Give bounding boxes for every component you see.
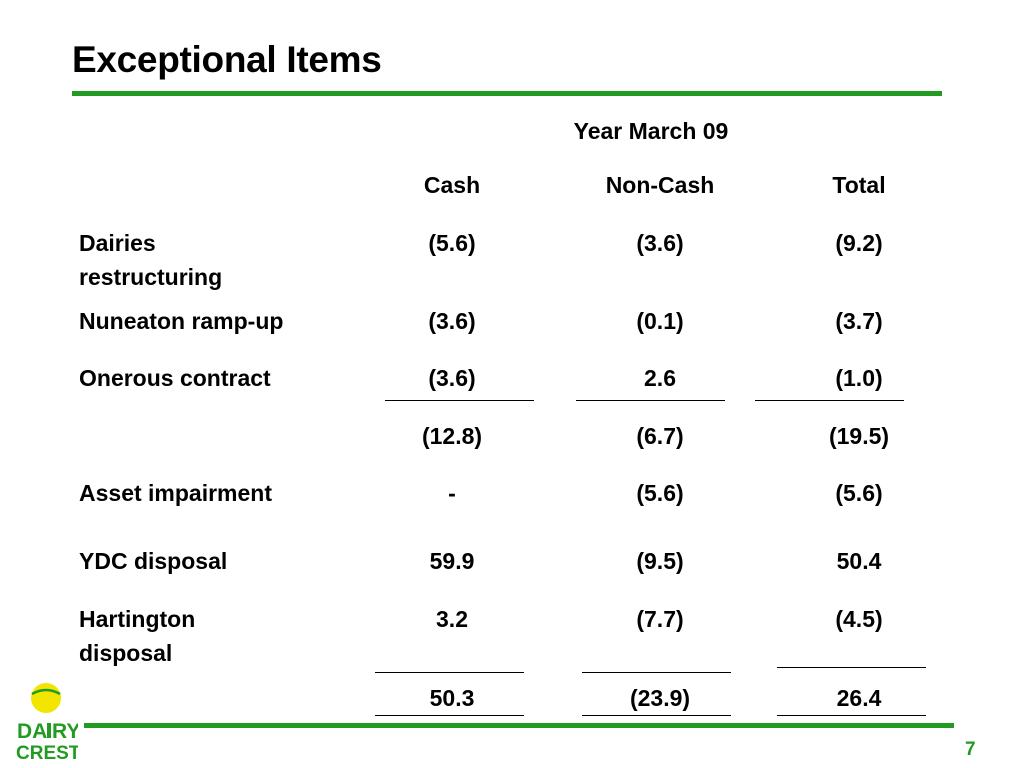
sun-icon — [31, 683, 61, 713]
row-label: YDC disposal — [79, 548, 228, 574]
cash-value: 59.9 — [429, 548, 475, 574]
total-value: (5.6) — [835, 480, 883, 506]
subtotal-cash: (12.8) — [421, 423, 483, 449]
grand-total-noncash: (23.9) — [629, 685, 691, 711]
total-value: (3.7) — [835, 308, 883, 334]
subtotal-underline-cash — [385, 400, 534, 401]
column-header-total: Total — [832, 172, 886, 198]
slide-title: Exceptional Items — [72, 39, 382, 80]
grand-total-underline-cash — [375, 715, 524, 716]
noncash-value: (5.6) — [636, 480, 684, 506]
row-label: Hartington — [79, 606, 196, 632]
cash-value: - — [448, 480, 456, 506]
row-label-continued: restructuring — [79, 264, 223, 290]
total-value: 50.4 — [836, 548, 882, 574]
grand-total-total: 26.4 — [836, 685, 882, 711]
subtotal-underline-noncash — [576, 400, 725, 401]
total-underline-total — [777, 667, 926, 668]
grand-total-cash: 50.3 — [429, 685, 475, 711]
cash-value: (3.6) — [428, 308, 476, 334]
column-header-cash: Cash — [423, 172, 481, 198]
total-value: (1.0) — [835, 365, 883, 391]
svg-text:RY: RY — [52, 720, 78, 743]
cash-value: 3.2 — [436, 606, 468, 632]
total-value: (9.2) — [835, 230, 883, 256]
row-label: Asset impairment — [79, 480, 273, 506]
logo-text-line1: DA — [17, 720, 47, 743]
row-label: Nuneaton ramp-up — [79, 308, 284, 334]
subtotal-underline-total — [755, 400, 904, 401]
grand-total-underline-total — [777, 715, 926, 716]
total-underline-noncash — [582, 672, 731, 673]
logo-text-line2: CREST — [16, 743, 78, 764]
period-header: Year March 09 — [573, 118, 729, 144]
noncash-value: (9.5) — [636, 548, 684, 574]
total-value: (4.5) — [835, 606, 883, 632]
subtotal-total: (19.5) — [828, 423, 890, 449]
column-header-noncash: Non-Cash — [605, 172, 715, 198]
page-number: 7 — [965, 739, 976, 760]
row-label-continued: disposal — [79, 640, 173, 666]
noncash-value: (7.7) — [636, 606, 684, 632]
footer-divider — [84, 723, 954, 728]
total-underline-cash — [375, 672, 524, 673]
title-divider — [72, 91, 942, 96]
cash-value: (5.6) — [428, 230, 476, 256]
row-label: Onerous contract — [79, 365, 271, 391]
dairy-crest-logo: DA RY CREST — [16, 683, 78, 764]
noncash-value: (0.1) — [636, 308, 684, 334]
row-label: Dairies — [79, 230, 156, 256]
noncash-value: 2.6 — [644, 365, 676, 391]
grand-total-underline-noncash — [582, 715, 731, 716]
cash-value: (3.6) — [428, 365, 476, 391]
subtotal-noncash: (6.7) — [636, 423, 684, 449]
noncash-value: (3.6) — [636, 230, 684, 256]
